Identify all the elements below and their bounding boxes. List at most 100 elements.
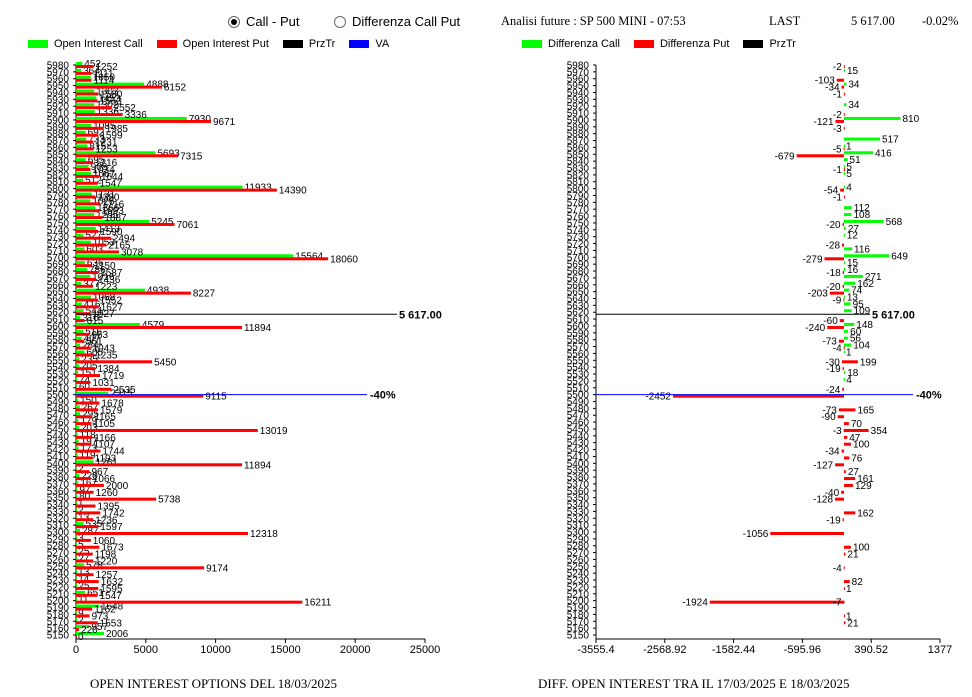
y-tick-label: 5400 bbox=[47, 459, 70, 470]
bar-put bbox=[76, 346, 91, 350]
bar-put bbox=[76, 573, 94, 577]
data-label: 9671 bbox=[213, 117, 236, 128]
data-label: 1648 bbox=[101, 602, 124, 613]
data-label: 5245 bbox=[151, 217, 174, 228]
bar-call bbox=[76, 501, 77, 505]
data-label: -240 bbox=[805, 323, 825, 334]
x-tick-label: 1377 bbox=[928, 644, 952, 656]
bar-call bbox=[76, 515, 77, 519]
bar-call bbox=[843, 213, 852, 217]
bar-call bbox=[843, 144, 845, 148]
bar-put bbox=[76, 161, 93, 165]
y-tick-label: 5850 bbox=[47, 150, 70, 161]
bar-call bbox=[76, 116, 187, 120]
data-label: 973 bbox=[92, 611, 109, 622]
y-tick-label: 5220 bbox=[47, 582, 70, 593]
y-tick-label: 5860 bbox=[47, 143, 70, 154]
data-label: 1599 bbox=[100, 131, 123, 142]
y-tick-label: 5340 bbox=[567, 500, 590, 511]
data-label: 692 bbox=[88, 128, 105, 139]
data-label: -34 bbox=[825, 447, 840, 458]
bar-put bbox=[843, 360, 858, 364]
bar-call bbox=[843, 261, 846, 265]
data-label: -679 bbox=[775, 151, 795, 162]
bar-call bbox=[76, 281, 82, 285]
data-label: 34 bbox=[848, 80, 860, 91]
legend-right: Differenza Call Differenza Put PrzTr bbox=[522, 38, 810, 50]
data-label: 21 bbox=[847, 550, 859, 561]
bar-call bbox=[76, 528, 81, 532]
data-label: 11894 bbox=[244, 323, 272, 334]
data-label: 56 bbox=[850, 334, 862, 345]
bar-put bbox=[76, 635, 77, 638]
data-label: 1165 bbox=[94, 412, 116, 423]
data-label: 9 bbox=[78, 608, 84, 619]
data-label: -127 bbox=[813, 460, 833, 471]
bar-call bbox=[843, 288, 850, 292]
bar-call bbox=[76, 178, 84, 182]
y-tick-label: 5400 bbox=[567, 459, 590, 470]
bar-put bbox=[843, 428, 869, 432]
y-tick-label: 5250 bbox=[47, 562, 70, 573]
y-tick-label: 5390 bbox=[567, 466, 590, 477]
y-tick-label: 5480 bbox=[567, 404, 590, 415]
bar-call bbox=[76, 226, 96, 230]
bar-put bbox=[76, 497, 157, 501]
data-label: 150 bbox=[80, 396, 97, 407]
bar-call bbox=[843, 336, 848, 340]
data-label: 1 bbox=[846, 584, 852, 595]
y-tick-label: 5690 bbox=[567, 260, 590, 271]
data-label: 1453 bbox=[98, 93, 121, 104]
bar-put bbox=[76, 456, 93, 460]
data-label: 1107 bbox=[93, 440, 115, 451]
data-label: 104 bbox=[853, 341, 870, 352]
y-tick-label: 5730 bbox=[567, 232, 590, 243]
y-tick-label: 5890 bbox=[567, 122, 590, 133]
data-label: 1223 bbox=[95, 282, 118, 293]
y-tick-label: 5330 bbox=[47, 507, 70, 518]
data-label: 109 bbox=[854, 306, 871, 317]
y-tick-label: 5640 bbox=[567, 294, 590, 305]
bar-put bbox=[76, 243, 107, 247]
legend-label: Open Interest Call bbox=[54, 38, 143, 50]
bar-call bbox=[76, 219, 150, 223]
y-tick-label: 5960 bbox=[47, 74, 70, 85]
y-tick-label: 5760 bbox=[47, 212, 70, 223]
bar-put bbox=[843, 477, 856, 481]
bar-call bbox=[76, 604, 100, 608]
bar-put bbox=[76, 209, 100, 213]
bar-call bbox=[76, 377, 78, 381]
y-tick-label: 5870 bbox=[567, 136, 590, 147]
y-tick-label: 5580 bbox=[567, 335, 590, 346]
bar-put bbox=[842, 222, 844, 226]
y-tick-label: 5320 bbox=[47, 514, 70, 525]
bar-call bbox=[843, 281, 856, 285]
bar-put bbox=[76, 442, 92, 446]
bar-call bbox=[76, 597, 77, 601]
bar-call bbox=[76, 364, 79, 368]
bar-put bbox=[76, 552, 93, 556]
radio-differenza[interactable]: Differenza Call Put bbox=[334, 14, 460, 29]
y-tick-label: 5700 bbox=[47, 253, 70, 264]
y-tick-label: 5560 bbox=[47, 349, 70, 360]
va-line-label: -40% bbox=[370, 390, 396, 402]
y-tick-label: 5430 bbox=[567, 438, 590, 449]
y-tick-label: 5880 bbox=[567, 129, 590, 140]
y-tick-label: 5830 bbox=[47, 164, 70, 175]
bar-call bbox=[843, 295, 845, 299]
y-tick-label: 5970 bbox=[47, 67, 70, 78]
data-label: 1632 bbox=[101, 577, 124, 588]
data-label: 364 bbox=[83, 66, 100, 77]
bar-put bbox=[76, 566, 205, 570]
bar-call bbox=[843, 274, 863, 278]
y-tick-label: 5310 bbox=[47, 521, 70, 532]
chart-header-title: Analisi future : SP 500 MINI - 07:53 bbox=[501, 14, 686, 28]
bar-put bbox=[843, 586, 845, 590]
bar-call bbox=[76, 391, 109, 395]
bar-put bbox=[829, 291, 844, 295]
bar-call bbox=[843, 171, 845, 175]
y-tick-label: 5200 bbox=[567, 596, 590, 607]
radio-call-put[interactable]: Call - Put bbox=[228, 14, 299, 29]
y-tick-label: 5380 bbox=[567, 473, 590, 484]
bar-call bbox=[843, 302, 851, 306]
